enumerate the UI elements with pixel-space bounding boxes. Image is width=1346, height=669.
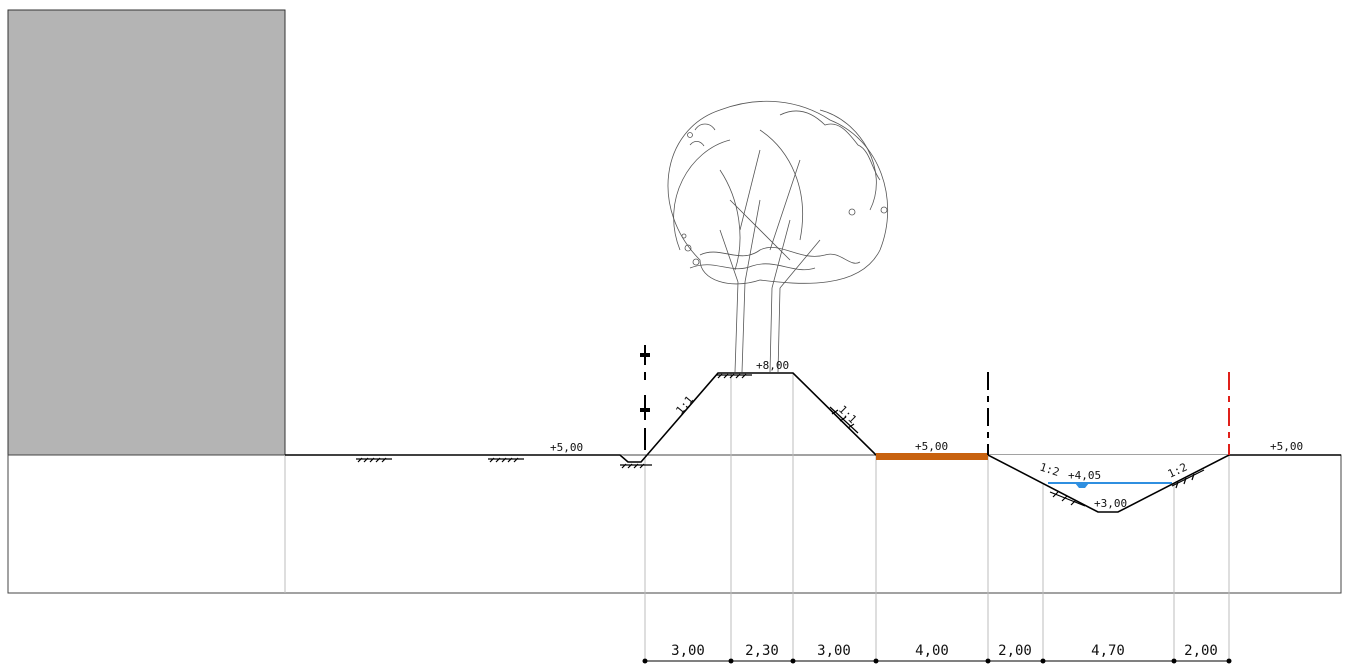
fence-marker-left [640,345,650,450]
path-surface [876,453,988,460]
dimension-label: 2,30 [745,643,779,659]
elevation-right-ground: +5,00 [1270,440,1303,453]
dimension-ticks [642,658,1232,664]
elevation-left-ground: +5,00 [550,441,583,454]
elevation-water-level: +4,05 [1068,469,1101,482]
dimension-label: 3,00 [817,643,851,659]
dimension-label: 2,00 [1184,643,1218,659]
dimension-label: 4,00 [915,643,949,659]
terrain-profile [285,372,1341,513]
elevation-dike-crest: +8,00 [756,359,789,372]
elevation-path-level: +5,00 [915,440,948,453]
slope-dike-right: 1:1 [836,403,859,426]
elevation-ditch-bottom: +3,00 [1094,497,1127,510]
slope-dike-left: 1:1 [673,393,696,417]
dimension-labels: 3,00 2,30 3,00 4,00 2,00 4,70 2,00 [671,643,1218,659]
dimension-label: 2,00 [998,643,1032,659]
slope-ditch-left: 1:2 [1038,460,1061,479]
tree-icon [667,100,888,373]
grass-hatch-icon [356,373,1205,507]
guide-lines [284,373,1230,658]
water-level-marker [1075,483,1089,488]
dimension-label: 4,70 [1091,643,1125,659]
dimension-label: 3,00 [671,643,705,659]
building [7,9,286,456]
